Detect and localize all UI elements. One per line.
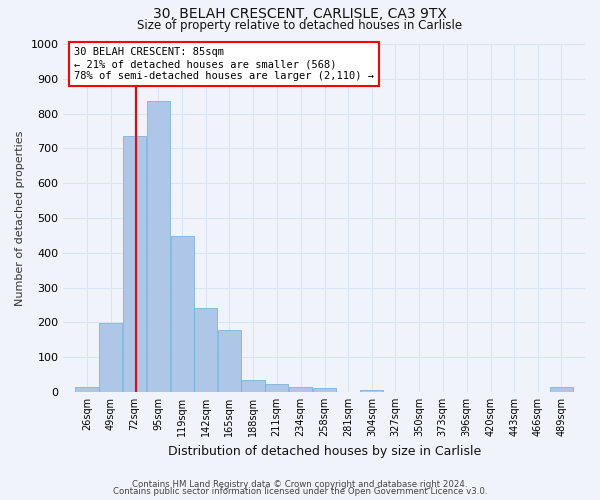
Bar <box>146 102 170 392</box>
Text: Contains public sector information licensed under the Open Government Licence v3: Contains public sector information licen… <box>113 487 487 496</box>
X-axis label: Distribution of detached houses by size in Carlisle: Distribution of detached houses by size … <box>167 444 481 458</box>
Bar <box>550 387 573 392</box>
Bar <box>76 386 98 392</box>
Y-axis label: Number of detached properties: Number of detached properties <box>15 130 25 306</box>
Bar <box>122 136 146 392</box>
Text: Contains HM Land Registry data © Crown copyright and database right 2024.: Contains HM Land Registry data © Crown c… <box>132 480 468 489</box>
Text: 30 BELAH CRESCENT: 85sqm
← 21% of detached houses are smaller (568)
78% of semi-: 30 BELAH CRESCENT: 85sqm ← 21% of detach… <box>74 48 374 80</box>
Bar <box>241 380 265 392</box>
Bar <box>265 384 288 392</box>
Bar <box>171 236 194 392</box>
Text: Size of property relative to detached houses in Carlisle: Size of property relative to detached ho… <box>137 19 463 32</box>
Bar <box>218 330 241 392</box>
Bar <box>194 308 217 392</box>
Text: 30, BELAH CRESCENT, CARLISLE, CA3 9TX: 30, BELAH CRESCENT, CARLISLE, CA3 9TX <box>153 8 447 22</box>
Bar <box>361 390 383 392</box>
Bar <box>99 324 122 392</box>
Bar <box>313 388 336 392</box>
Bar <box>289 387 312 392</box>
